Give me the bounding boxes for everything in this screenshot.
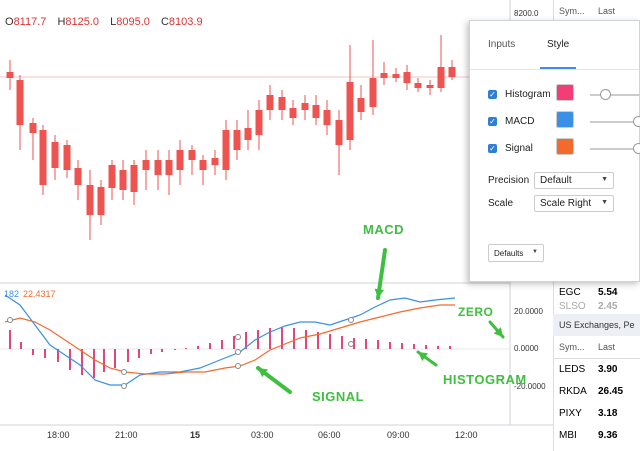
price-axis-label-top: 8200.0 <box>514 9 539 18</box>
precision-value: Default <box>540 175 572 186</box>
row-last: 2.45 <box>598 300 618 312</box>
time-label: 21:00 <box>115 430 138 440</box>
indicator-legend-left: 182 <box>4 289 20 299</box>
row-symbol: MBI <box>559 429 577 441</box>
time-label: 09:00 <box>387 430 410 440</box>
ohlc-readout: O8117.7 H8125.0 L8095.0 C8103.9 <box>5 16 211 28</box>
indicator-axis-label-zero: 0.0000 <box>514 344 539 353</box>
color-swatch-signal[interactable] <box>556 138 574 155</box>
low-value: 8095.0 <box>116 16 150 28</box>
row-last: 3.90 <box>598 363 618 375</box>
header-symbol[interactable]: Sym... <box>559 342 585 352</box>
annotation-macd: MACD <box>363 222 404 237</box>
watchlist-row[interactable]: MBI 9.36 <box>553 424 640 446</box>
row-symbol: RKDA <box>559 385 587 397</box>
precision-select[interactable]: Default ▼ <box>534 172 614 189</box>
annotation-zero: ZERO <box>458 305 494 319</box>
open-value: 8117.7 <box>13 16 47 28</box>
row-last: 9.36 <box>598 429 618 441</box>
cross-markers <box>7 317 354 389</box>
signal-line <box>4 304 455 375</box>
watchlist-row[interactable]: LEDS 3.90 <box>553 358 640 380</box>
checkbox-macd[interactable]: ✓ <box>488 116 497 126</box>
time-label: 15 <box>190 430 201 440</box>
row-symbol: LEDS <box>559 363 586 375</box>
close-key: C <box>160 16 169 28</box>
chevron-down-icon: ▼ <box>601 199 608 206</box>
option-signal[interactable]: ✓ Signal <box>488 140 533 156</box>
open-key: O <box>5 16 14 28</box>
close-value: 8103.9 <box>168 16 203 28</box>
option-label: Signal <box>505 142 533 154</box>
watchlist-row[interactable]: RKDA 26.45 <box>553 380 640 402</box>
row-last: 3.18 <box>598 407 618 419</box>
row-symbol: SLSO <box>559 300 586 312</box>
tab-inputs[interactable]: Inputs <box>488 39 516 50</box>
header-last[interactable]: Last <box>598 6 616 16</box>
option-histogram[interactable]: ✓ Histogram <box>488 86 551 102</box>
thickness-slider-histogram[interactable] <box>590 89 640 100</box>
watchlist-row[interactable]: PIXY 3.18 <box>553 402 640 424</box>
header-symbol[interactable]: Sym... <box>559 6 585 16</box>
macd-line <box>4 294 456 386</box>
header-last[interactable]: Last <box>598 342 616 352</box>
watchlist-row[interactable]: SLSO 2.45 <box>553 299 640 313</box>
scale-value: Scale Right <box>540 198 592 209</box>
time-label: 18:00 <box>47 430 70 440</box>
row-last: 26.45 <box>598 385 624 397</box>
precision-label: Precision <box>488 175 530 186</box>
color-swatch-macd[interactable] <box>556 111 574 128</box>
annotation-histogram: HISTOGRAM <box>443 372 527 387</box>
chevron-down-icon: ▼ <box>601 176 608 183</box>
row-last: 5.54 <box>598 286 618 298</box>
chevron-down-icon: ▼ <box>532 249 538 255</box>
scale-label: Scale <box>488 198 514 209</box>
thickness-slider-signal[interactable] <box>590 143 640 154</box>
slider-knob[interactable] <box>633 143 640 154</box>
checkbox-signal[interactable]: ✓ <box>488 143 497 153</box>
high-key: H <box>57 16 66 28</box>
indicator-axis-label-low: -20.0000 <box>514 382 546 391</box>
checkbox-histogram[interactable]: ✓ <box>488 89 497 99</box>
tab-style[interactable]: Style <box>547 39 570 50</box>
scale-select[interactable]: Scale Right ▼ <box>534 195 614 212</box>
annotation-arrows <box>256 248 505 394</box>
indicator-axis-label-top: 20.0000 <box>514 307 543 316</box>
low-key: L <box>110 16 117 28</box>
active-tab-indicator <box>540 67 576 69</box>
candles <box>6 35 456 240</box>
thickness-slider-macd[interactable] <box>590 116 640 127</box>
indicator-legend[interactable]: 182 22.4317 <box>4 289 56 299</box>
dialog-tabs: Inputs Style <box>470 21 639 70</box>
high-value: 8125.0 <box>65 16 100 28</box>
slider-knob[interactable] <box>600 89 611 100</box>
row-symbol: EGC <box>559 286 581 298</box>
defaults-label: Defaults <box>494 248 524 258</box>
time-label: 12:00 <box>455 430 478 440</box>
macd-histogram <box>9 327 451 378</box>
slider-knob[interactable] <box>633 116 640 127</box>
watchlist-row[interactable]: EGC 5.54 <box>553 281 640 303</box>
annotation-signal: SIGNAL <box>312 389 365 404</box>
option-macd[interactable]: ✓ MACD <box>488 113 534 129</box>
price-chart[interactable] <box>0 0 553 451</box>
indicator-style-dialog: Inputs Style ✓ Histogram ✓ MACD ✓ Signal… <box>469 20 640 282</box>
color-swatch-histogram[interactable] <box>556 84 574 101</box>
option-label: MACD <box>505 115 535 127</box>
option-label: Histogram <box>505 88 551 100</box>
watchlist-section-title[interactable]: US Exchanges, Pe <box>553 314 640 336</box>
defaults-button[interactable]: Defaults ▼ <box>488 244 544 262</box>
time-label: 03:00 <box>251 430 274 440</box>
row-symbol: PIXY <box>559 407 582 419</box>
watchlist-subheader: Sym... Last <box>553 336 640 359</box>
indicator-legend-value: 22.4317 <box>23 289 56 299</box>
time-label: 06:00 <box>318 430 341 440</box>
